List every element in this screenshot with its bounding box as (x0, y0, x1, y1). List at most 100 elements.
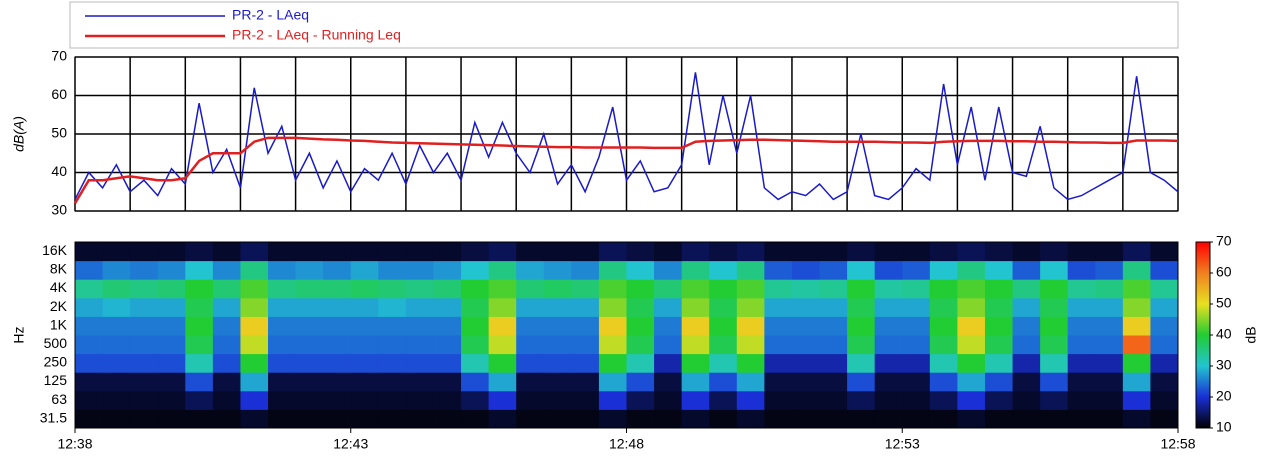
heat-cell (461, 372, 489, 391)
heat-cell (378, 279, 406, 298)
heat-cell (1040, 409, 1068, 428)
heat-cell (985, 316, 1013, 335)
heat-cell (544, 335, 572, 354)
heat-cell (1123, 372, 1151, 391)
heat-cell (158, 298, 186, 317)
heat-cell (599, 279, 627, 298)
heat-cell (764, 298, 792, 317)
heat-cell (792, 354, 820, 373)
heat-cell (792, 391, 820, 410)
heat-cell (461, 354, 489, 373)
heat-cell (296, 409, 324, 428)
heat-cell (185, 354, 213, 373)
heat-cell (737, 279, 765, 298)
x-tick-label: 12:58 (1160, 436, 1195, 452)
heat-cell (185, 335, 213, 354)
heat-cell (1123, 409, 1151, 428)
heat-cell (378, 261, 406, 280)
y-tick-label: 70 (51, 48, 67, 64)
heat-cell (1040, 298, 1068, 317)
heat-cell (571, 298, 599, 317)
heat-cell (351, 242, 379, 261)
heat-cell (571, 242, 599, 261)
heat-cell (1068, 298, 1096, 317)
heat-cell (240, 279, 268, 298)
heat-cell (985, 372, 1013, 391)
heat-cell (957, 335, 985, 354)
heat-cell (1123, 354, 1151, 373)
heat-cell (875, 391, 903, 410)
heat-cell (185, 298, 213, 317)
heat-cell (902, 354, 930, 373)
heat-cell (489, 335, 517, 354)
heat-cell (875, 354, 903, 373)
heat-cell (461, 279, 489, 298)
heat-cell (158, 242, 186, 261)
heat-cell (406, 242, 434, 261)
heat-cell (985, 354, 1013, 373)
heat-cell (1150, 279, 1178, 298)
heat-cell (351, 409, 379, 428)
heat-cell (75, 391, 103, 410)
heat-cell (1095, 335, 1123, 354)
heat-cell (820, 261, 848, 280)
heat-cell (1095, 279, 1123, 298)
legend-label: PR-2 - LAeq (232, 7, 309, 23)
heat-cell (654, 409, 682, 428)
heat-cell (1013, 409, 1041, 428)
heat-cell (406, 391, 434, 410)
heat-cell (75, 279, 103, 298)
heat-cell (847, 335, 875, 354)
heat-cell (902, 261, 930, 280)
y-tick-label: 8K (50, 261, 68, 277)
heat-cell (489, 391, 517, 410)
heat-cell (682, 261, 710, 280)
legend-label: PR-2 - LAeq - Running Leq (232, 27, 401, 43)
heat-cell (240, 372, 268, 391)
heat-cell (240, 409, 268, 428)
heat-cell (1150, 316, 1178, 335)
heat-cell (268, 354, 296, 373)
heat-cell (489, 372, 517, 391)
heat-cell (130, 261, 158, 280)
heat-cell (957, 316, 985, 335)
heat-cell (130, 298, 158, 317)
heat-cell (433, 316, 461, 335)
heat-cell (1013, 316, 1041, 335)
heat-cell (737, 242, 765, 261)
heat-cell (737, 391, 765, 410)
heat-cell (213, 298, 241, 317)
heat-cell (240, 335, 268, 354)
heat-cell (571, 354, 599, 373)
heat-cell (1013, 242, 1041, 261)
heat-cell (130, 409, 158, 428)
heat-cell (378, 335, 406, 354)
heat-cell (433, 242, 461, 261)
heat-cell (957, 298, 985, 317)
heat-cell (682, 372, 710, 391)
heat-cell (1068, 279, 1096, 298)
heat-cell (764, 279, 792, 298)
heat-cell (433, 372, 461, 391)
colorbar-tick-label: 60 (1216, 264, 1232, 280)
heat-cell (433, 298, 461, 317)
heat-cell (682, 391, 710, 410)
heat-cell (654, 279, 682, 298)
heat-cell (654, 242, 682, 261)
heat-cell (875, 409, 903, 428)
heat-cell (1150, 335, 1178, 354)
heat-cell (158, 354, 186, 373)
heat-cell (599, 298, 627, 317)
chart: dB(A) Hz dB 3040506070PR-2 - LAeqPR-2 - … (0, 0, 1268, 457)
heat-cell (130, 335, 158, 354)
heat-cell (433, 354, 461, 373)
heat-cell (240, 261, 268, 280)
heat-cell (1095, 298, 1123, 317)
heat-cell (847, 298, 875, 317)
heat-cell (1150, 372, 1178, 391)
heat-cell (103, 335, 131, 354)
heat-cell (461, 409, 489, 428)
heat-cell (103, 261, 131, 280)
heat-cell (213, 391, 241, 410)
heat-cell (406, 335, 434, 354)
